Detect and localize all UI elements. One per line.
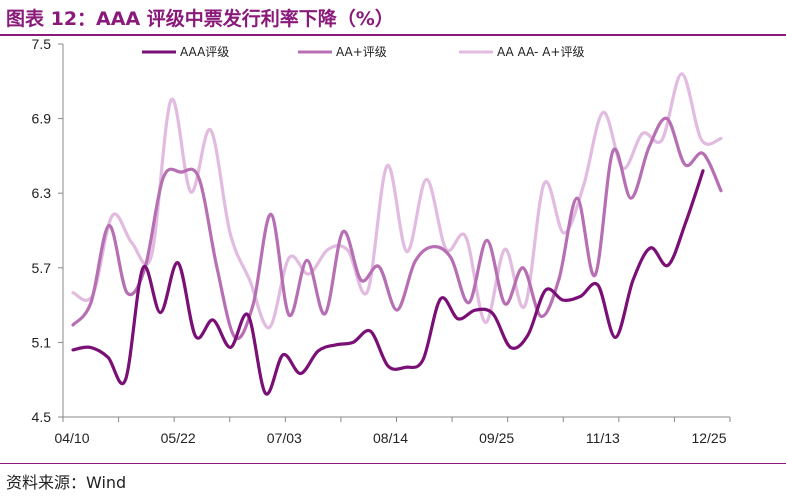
- y-tick-label: 4.5: [32, 409, 52, 425]
- chart-title: 图表 12：AAA 评级中票发行利率下降（%）: [6, 8, 394, 30]
- line-chart: 7.5 6.9 6.3 5.7 5.1 4.504/10 05/22 07/03 08/14 09…: [32, 36, 731, 446]
- chart-legend: AAA评级 AA+评级 AA AA- A+评级: [142, 45, 584, 59]
- legend-label: AA+评级: [336, 45, 387, 59]
- chart-axes: 7.5 6.9 6.3 5.7 5.1 4.504/10 05/22 07/03 08/14 09…: [32, 36, 731, 446]
- series-line: [71, 72, 723, 330]
- x-tick-label: 11/13: [586, 430, 620, 446]
- y-tick-label: 6.3: [32, 185, 52, 201]
- x-tick-label: 08/14: [373, 430, 408, 446]
- x-tick-label: 07/03: [267, 430, 302, 446]
- x-tick-label: 12/25: [691, 430, 726, 446]
- legend-label: AAA评级: [180, 45, 229, 59]
- series-line: [71, 116, 723, 341]
- y-tick-label: 6.9: [32, 111, 52, 127]
- x-tick-label: 05/22: [161, 430, 196, 446]
- x-tick-label: 04/10: [54, 430, 89, 446]
- chart-series: [71, 72, 723, 396]
- x-tick-label: 09/25: [479, 430, 514, 446]
- y-tick-label: 5.1: [32, 334, 52, 350]
- y-tick-label: 5.7: [32, 260, 52, 276]
- legend-label: AA AA- A+评级: [497, 45, 584, 59]
- source-note: 资料来源：Wind: [6, 473, 127, 492]
- title-divider: [0, 34, 786, 36]
- footer-divider: [0, 463, 786, 464]
- series-line: [71, 169, 705, 396]
- y-tick-label: 7.5: [32, 36, 52, 52]
